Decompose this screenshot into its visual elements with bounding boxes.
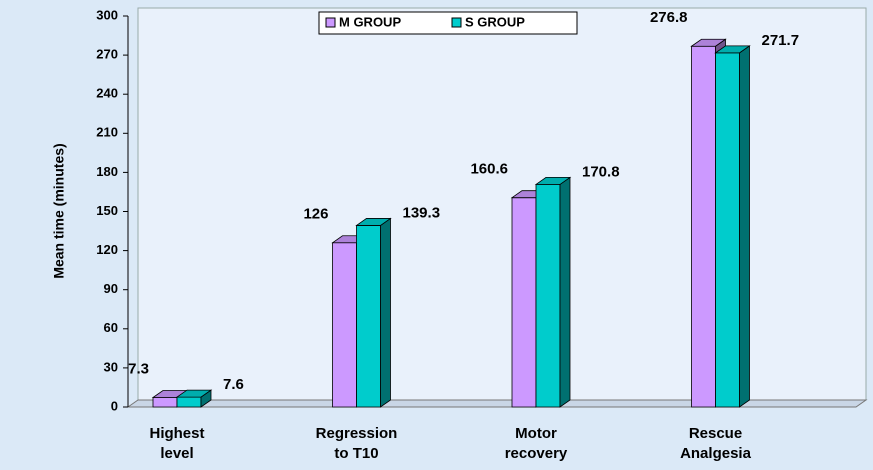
y-tick-label: 210: [96, 125, 118, 140]
bar: [534, 176, 572, 408]
bar-face: [511, 197, 537, 408]
y-tick-label: 240: [96, 86, 118, 101]
back-wall: [137, 7, 867, 401]
data-label: 271.7: [762, 32, 800, 49]
legend-label: M GROUP: [339, 14, 401, 29]
bar: [355, 217, 392, 408]
y-axis-label: Mean time (minutes): [51, 143, 67, 278]
bar: [714, 45, 751, 408]
y-tick-label: 270: [96, 47, 118, 62]
legend: [318, 11, 578, 35]
x-tick-label: level: [160, 445, 193, 462]
y-tick-label: 300: [96, 7, 118, 22]
legend-label: S GROUP: [465, 14, 525, 29]
legend-swatch: [325, 17, 336, 28]
x-tick-label: Regression: [316, 425, 398, 442]
data-label: 7.6: [223, 376, 244, 393]
bar-face: [739, 45, 750, 408]
x-tick-label: recovery: [505, 445, 568, 462]
bar-face: [690, 38, 727, 47]
data-label: 126: [303, 206, 328, 223]
bar-face: [715, 52, 740, 408]
bar-face: [332, 242, 357, 408]
bar-face: [534, 176, 572, 185]
y-tick-label: 30: [104, 359, 118, 374]
data-label: 7.3: [128, 360, 149, 377]
bar-face: [356, 225, 381, 408]
data-label: 160.6: [470, 161, 508, 178]
bar-face: [535, 183, 561, 408]
y-tick-label: 60: [104, 320, 118, 335]
y-tick-label: 0: [111, 398, 118, 413]
bar-face: [355, 218, 392, 226]
x-tick-label: Highest: [149, 425, 204, 442]
bar-face: [152, 397, 178, 408]
legend-swatch: [451, 17, 462, 28]
y-tick-label: 150: [96, 203, 118, 218]
data-label: 139.3: [403, 204, 441, 221]
bar-face: [175, 389, 213, 398]
y-tick-label: 180: [96, 164, 118, 179]
y-tick-label: 90: [104, 281, 118, 296]
bar: [175, 389, 213, 408]
bar-face: [691, 45, 716, 408]
x-tick-label: Analgesia: [680, 445, 752, 462]
data-label: 276.8: [650, 9, 688, 26]
bar-face: [380, 217, 391, 408]
x-tick-label: to T10: [334, 445, 378, 462]
x-tick-label: Motor: [515, 425, 557, 442]
bar-face: [176, 396, 202, 408]
floor: [126, 399, 868, 408]
bar-face: [714, 45, 751, 54]
bar-face: [559, 176, 571, 408]
data-label: 170.8: [582, 163, 620, 180]
y-tick-label: 120: [96, 242, 118, 257]
x-tick-label: Rescue: [689, 425, 742, 442]
